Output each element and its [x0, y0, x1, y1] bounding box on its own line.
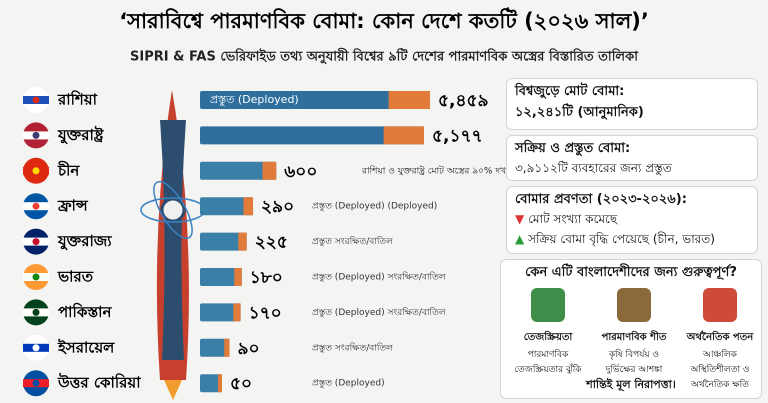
why-item: তেজস্ক্রিয়তা পারমাণবিক তেজস্ক্রিয়তার ঝু…	[507, 288, 589, 377]
flag-mark	[32, 131, 40, 139]
panel-title: কেন এটি বাংলাদেশীদের জন্য গুরুত্বপূর্ণ?	[525, 265, 737, 280]
flag-mark	[32, 379, 40, 387]
flag-mark	[32, 238, 40, 246]
y-tick-label: উত্তর কোরিয়া	[57, 373, 141, 392]
panel-title: সক্রিয় ও প্রস্তুত বোমা:	[515, 141, 631, 156]
y-tick-label: ইসরায়েল	[57, 337, 115, 356]
item-icon	[531, 288, 565, 322]
chart-subtitle: SIPRI & FAS ভেরিফাইড তথ্য অনুযায়ী বিশ্ব…	[130, 48, 639, 66]
bar-note: প্রস্তুত সংরক্ষিত/বাতিল	[312, 342, 393, 353]
y-tick-label: পাকিস্তান	[58, 302, 112, 321]
rocket-window	[160, 197, 186, 223]
bar-accent	[224, 338, 230, 357]
flag-mark	[32, 344, 40, 352]
bar-accent	[238, 232, 247, 251]
item-text: পারমাণবিক তেজস্ক্রিয়তার ঝুঁকি	[514, 350, 582, 375]
why-panel: কেন এটি বাংলাদেশীদের জন্য গুরুত্বপূর্ণ? …	[500, 259, 762, 399]
trend-down: ▼ মোট সংখ্যা কমেছে	[515, 212, 618, 226]
bar-accent	[262, 161, 277, 180]
item-head: পারমাণবিক শীত	[601, 332, 667, 343]
panel-text: ৩,৯১১২টি ব্যবহারের জন্য প্রস্তুত	[515, 161, 672, 175]
trend-up: ▲ সক্রিয় বোমা বৃদ্ধি পেয়েছে (চীন, ভারত…	[515, 232, 715, 246]
item-text: আঞ্চলিক অস্থিতিশীলতা ও অর্থনৈতিক ক্ষতি	[690, 350, 750, 390]
value-label: ৫,৪৫৯	[438, 91, 489, 111]
panel-text: ১২,২৪১টি (আনুমানিক)	[515, 105, 644, 120]
bar	[200, 91, 430, 109]
value-label: ১৮০	[250, 268, 283, 288]
bar	[200, 161, 277, 180]
item-icon	[703, 288, 737, 322]
bar-note: প্রস্তুত (Deployed) সংরক্ষিত/বাতিল	[312, 307, 446, 318]
flag-mark	[32, 202, 40, 210]
bar	[200, 338, 230, 357]
y-tick-label: যুক্তরাজ্য	[57, 232, 112, 250]
value-label: ৫০	[230, 374, 252, 394]
total-panel: বিশ্বজুড়ে মোট বোমা: ১২,২৪১টি (আনুমানিক)	[506, 78, 758, 130]
item-text: কৃষি বিপর্যয় ও দুর্ভিক্ষের আশঙ্কা	[605, 350, 663, 375]
y-tick-label: চীন	[57, 160, 80, 179]
y-tick-label: রাশিয়া	[57, 90, 98, 109]
flag-mark	[32, 308, 40, 316]
item-head: তেজস্ক্রিয়তা	[523, 332, 573, 343]
bar	[200, 303, 241, 322]
active-panel: সক্রিয় ও প্রস্তুত বোমা: ৩,৯১১২টি ব্যবহা…	[506, 135, 758, 181]
bar-accent	[388, 91, 430, 109]
bar-accent	[243, 197, 254, 216]
value-label: ২৯০	[261, 197, 294, 217]
value-label: ৬০০	[284, 162, 317, 182]
value-label: ১৭০	[249, 303, 282, 323]
chart-title: ‘সারাবিশ্বে পারমাণবিক বোমা: কোন দেশে কতট…	[119, 7, 649, 33]
why-footer: শান্তিই মূল নিরাপত্তা।	[586, 378, 676, 391]
y-tick-label: যুক্তরাষ্ট্র	[57, 125, 105, 144]
bar-accent	[218, 374, 223, 393]
bar	[200, 197, 254, 216]
flag-mark	[32, 167, 40, 175]
bar-accent	[234, 268, 242, 286]
trend-down-text: মোট সংখ্যা কমেছে	[528, 212, 618, 226]
panel-title: বিশ্বজুড়ে মোট বোমা:	[515, 84, 625, 99]
trend-up-text: সক্রিয় বোমা বৃদ্ধি পেয়েছে (চীন, ভারত)	[528, 232, 715, 246]
value-label: ৫,১৭৭	[432, 126, 483, 146]
bar-note: প্রস্তুত (Deployed) সংরক্ষিত/বাতিল	[312, 272, 446, 283]
flag-mark	[32, 96, 40, 104]
bar	[200, 268, 242, 286]
bar-note: প্রস্তুত সংরক্ষিত/বাতিল	[312, 236, 393, 247]
bar	[200, 374, 223, 393]
bar-accent	[233, 303, 241, 322]
value-label: ৯০	[238, 339, 260, 359]
trend-panel: বোমার প্রবণতা (২০২৩-২০২৬): ▼ মোট সংখ্যা …	[506, 186, 758, 254]
panel-title: বোমার প্রবণতা (২০২৩-২০২৬):	[515, 192, 687, 207]
why-item: অর্থনৈতিক পতন আঞ্চলিক অস্থিতিশীলতা ও অর্থ…	[679, 288, 761, 392]
bar	[200, 126, 424, 145]
bar-note: প্রস্তুত (Deployed)	[312, 379, 385, 389]
value-label: ২২৫	[255, 233, 288, 253]
bar-note: প্রস্তুত (Deployed) (Deployed)	[312, 202, 437, 212]
y-tick-label: ফ্রান্স	[57, 197, 89, 215]
rocket-flame	[164, 380, 182, 400]
flag-mark	[32, 273, 40, 281]
item-head: অর্থনৈতিক পতন	[686, 332, 754, 343]
rocket	[140, 90, 206, 400]
atom-orbit	[153, 180, 193, 240]
bar	[200, 232, 247, 251]
annotation: রাশিয়া ও যুক্তরাষ্ট্র মোট অস্ত্রের ৯০% …	[361, 164, 534, 176]
bar-accent	[383, 126, 424, 145]
in-bar-label: প্রস্তুত (Deployed)	[210, 93, 299, 106]
why-item: পারমাণবিক শীত কৃষি বিপর্যয় ও দুর্ভিক্ষের…	[593, 288, 675, 377]
rocket-stripe	[160, 120, 186, 360]
y-tick-label: ভারত	[57, 268, 94, 286]
item-icon	[617, 288, 651, 322]
